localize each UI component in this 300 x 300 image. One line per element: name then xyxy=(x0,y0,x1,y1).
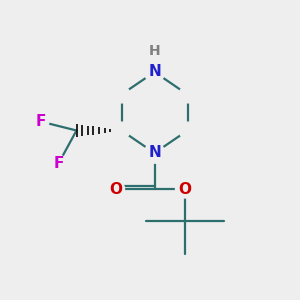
Circle shape xyxy=(113,122,130,139)
Text: N: N xyxy=(148,145,161,160)
Circle shape xyxy=(113,86,130,103)
Circle shape xyxy=(106,180,124,198)
Text: H: H xyxy=(149,44,160,58)
Text: F: F xyxy=(53,156,64,171)
Circle shape xyxy=(179,86,196,103)
Circle shape xyxy=(144,62,165,82)
Text: O: O xyxy=(178,182,191,196)
Text: O: O xyxy=(109,182,122,196)
Circle shape xyxy=(32,113,49,130)
Text: F: F xyxy=(35,114,46,129)
Circle shape xyxy=(176,180,194,198)
Circle shape xyxy=(144,143,165,163)
Circle shape xyxy=(179,122,196,139)
Circle shape xyxy=(50,155,67,172)
Text: N: N xyxy=(148,64,161,79)
